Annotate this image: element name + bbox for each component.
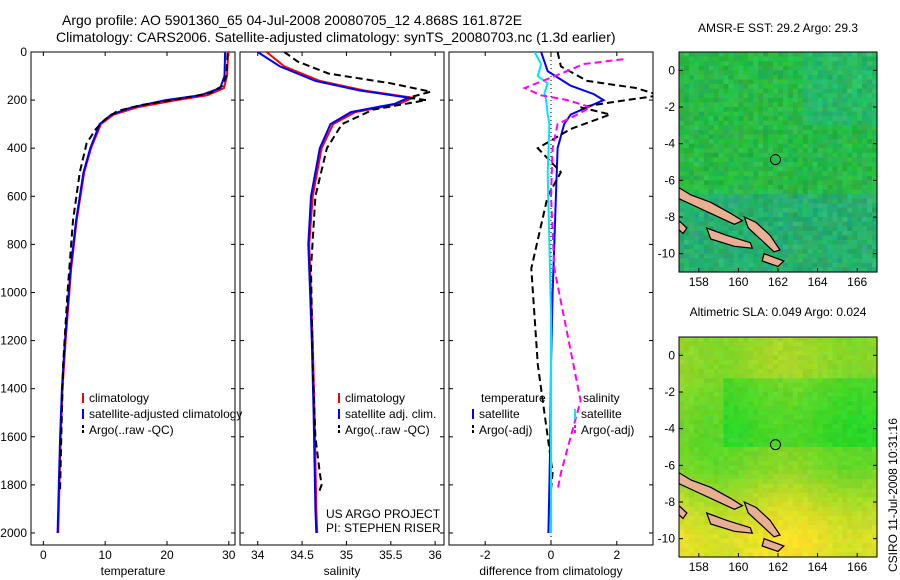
sla-map-ytick-label: -6 <box>664 458 675 472</box>
depth-tick-label: 0 <box>20 45 27 59</box>
salinity-legend-item-label: Argo(..raw -QC) <box>345 423 430 437</box>
sla-map-island <box>705 511 754 534</box>
difference-series-2 <box>533 52 552 533</box>
legend-heading-temperature: temperature <box>481 391 546 405</box>
difference-xtick-label: 2 <box>613 548 620 562</box>
sst-map-island <box>743 215 781 253</box>
difference-panel: -2 0 2 difference from climatology <box>448 51 654 578</box>
temperature-panel: 0 10 20 30 0 200 400 600 800 1000 1200 1400 1600 1800… <box>0 45 236 578</box>
salinity-legend: climatology satellite adj. clim. Argo(..ra… <box>326 391 441 535</box>
difference-series-1 <box>530 52 653 490</box>
salinity-xtick-label: 35.5 <box>379 548 403 562</box>
sst-map-ytick-label: -6 <box>664 173 675 187</box>
pi-annotation: PI: STEPHEN RISER <box>326 521 441 535</box>
sla-map-island <box>679 504 688 520</box>
depth-tick-label: 2000 <box>0 526 27 540</box>
depth-tick-label: 200 <box>7 93 27 107</box>
sla-map-ytick-label: -2 <box>664 385 675 399</box>
temperature-series-1 <box>56 52 227 534</box>
sst-map-field <box>679 52 878 273</box>
salinity-xlabel: salinity <box>324 564 361 578</box>
sla-map-field <box>679 337 878 558</box>
sst-map-xtick-label: 164 <box>808 275 828 289</box>
sst-map-island <box>679 219 688 235</box>
sla-map-title: Altimetric SLA: 0.049 Argo: 0.024 <box>689 305 867 319</box>
sla-map-profile-marker <box>769 439 781 451</box>
sla-map-ytick-label: -8 <box>664 495 675 509</box>
sla-map-xtick-label: 160 <box>728 560 748 574</box>
legend-heading-salinity: salinity <box>583 391 620 405</box>
salinity-legend-item-label: satellite adj. clim. <box>345 407 436 421</box>
sst-map-ytick-label: -2 <box>664 100 675 114</box>
sst-map-ytick-label: -8 <box>664 210 675 224</box>
sla-map-island <box>679 471 744 510</box>
difference-xlabel: difference from climatology <box>479 564 622 578</box>
temperature-series-2 <box>59 53 229 490</box>
sst-map-title: AMSR-E SST: 29.2 Argo: 29.3 <box>697 21 859 35</box>
temperature-legend-item-label: satellite-adjusted climatology <box>89 407 242 421</box>
salinity-axes-box <box>239 51 445 546</box>
sst-map-xtick-label: 162 <box>768 275 788 289</box>
salinity-xtick-label: 34.5 <box>290 548 314 562</box>
sla-map-ytick-label: -4 <box>664 422 675 436</box>
salinity-series-2 <box>283 52 431 495</box>
sla-map-island <box>743 500 781 538</box>
sst-map-island <box>679 186 744 225</box>
salinity-xtick-label: 34 <box>251 548 265 562</box>
depth-tick-label: 800 <box>7 237 27 251</box>
difference-xtick-label: 0 <box>548 548 555 562</box>
difference-legend-item-label: Argo(-adj) <box>479 423 532 437</box>
depth-tick-label: 1600 <box>0 430 27 444</box>
salinity-panel: 34 34.5 35 35.5 36 salinity <box>239 51 445 578</box>
temperature-xlabel: temperature <box>101 564 166 578</box>
sst-map-xtick-label: 160 <box>728 275 748 289</box>
temperature-axes-box <box>30 51 236 546</box>
temperature-legend-item-label: climatology <box>89 391 149 405</box>
difference-legend: temperature satellite Argo(-adj) salinity sa… <box>472 391 634 437</box>
temperature-legend-item-label: Argo(..raw -QC) <box>89 423 174 437</box>
temperature-xtick-label: 20 <box>160 548 174 562</box>
sst-map-ytick-label: 0 <box>668 63 675 77</box>
sla-map-xtick-label: 158 <box>689 560 709 574</box>
difference-legend-item-label: satellite <box>581 407 622 421</box>
sst-map-ytick-label: -10 <box>658 247 676 261</box>
temperature-legend: climatology satellite-adjusted climatolog… <box>82 391 242 437</box>
sst-map-island <box>761 252 786 268</box>
sst-map-profile-marker <box>769 154 781 166</box>
salinity-legend-item-label: climatology <box>345 391 405 405</box>
depth-tick-label: 1200 <box>0 334 27 348</box>
depth-tick-label: 1000 <box>0 285 27 299</box>
depth-tick-label: 600 <box>7 189 27 203</box>
sla-map-xtick-label: 162 <box>768 560 788 574</box>
temperature-xtick-label: 10 <box>99 548 113 562</box>
temperature-xtick-label: 0 <box>40 548 47 562</box>
salinity-xtick-label: 36 <box>428 548 442 562</box>
difference-legend-item-label: Argo(-adj) <box>581 423 634 437</box>
difference-xtick-label: -2 <box>480 548 491 562</box>
sla-map-xtick-label: 164 <box>808 560 828 574</box>
depth-tick-label: 1400 <box>0 382 27 396</box>
salinity-series-1 <box>257 52 413 534</box>
depth-tick-label: 1800 <box>0 478 27 492</box>
temperature-xtick-label: 30 <box>222 548 236 562</box>
sst-map-ytick-label: -4 <box>664 137 675 151</box>
sst-map: 158 160 162 164 166 0 -2 -4 -6 -8 -10 <box>658 51 878 289</box>
sla-map-ytick-label: 0 <box>668 348 675 362</box>
sla-map: 158 160 162 164 166 0 -2 -4 -6 -8 -10 <box>658 336 878 574</box>
sst-map-island <box>705 226 754 249</box>
sst-map-xtick-label: 158 <box>689 275 709 289</box>
sla-map-island <box>761 537 786 553</box>
sst-map-xtick-label: 166 <box>847 275 867 289</box>
project-annotation: US ARGO PROJECT <box>326 507 441 521</box>
difference-legend-item-label: satellite <box>479 407 520 421</box>
depth-tick-label: 400 <box>7 141 27 155</box>
figure-title-line2: Climatology: CARS2006. Satellite-adjuste… <box>56 29 616 45</box>
sla-map-xtick-label: 166 <box>847 560 867 574</box>
salinity-xtick-label: 35 <box>340 548 354 562</box>
sla-map-ytick-label: -10 <box>658 532 676 546</box>
figure-title-line1: Argo profile: AO 5901360_65 04-Jul-2008 … <box>62 12 523 28</box>
